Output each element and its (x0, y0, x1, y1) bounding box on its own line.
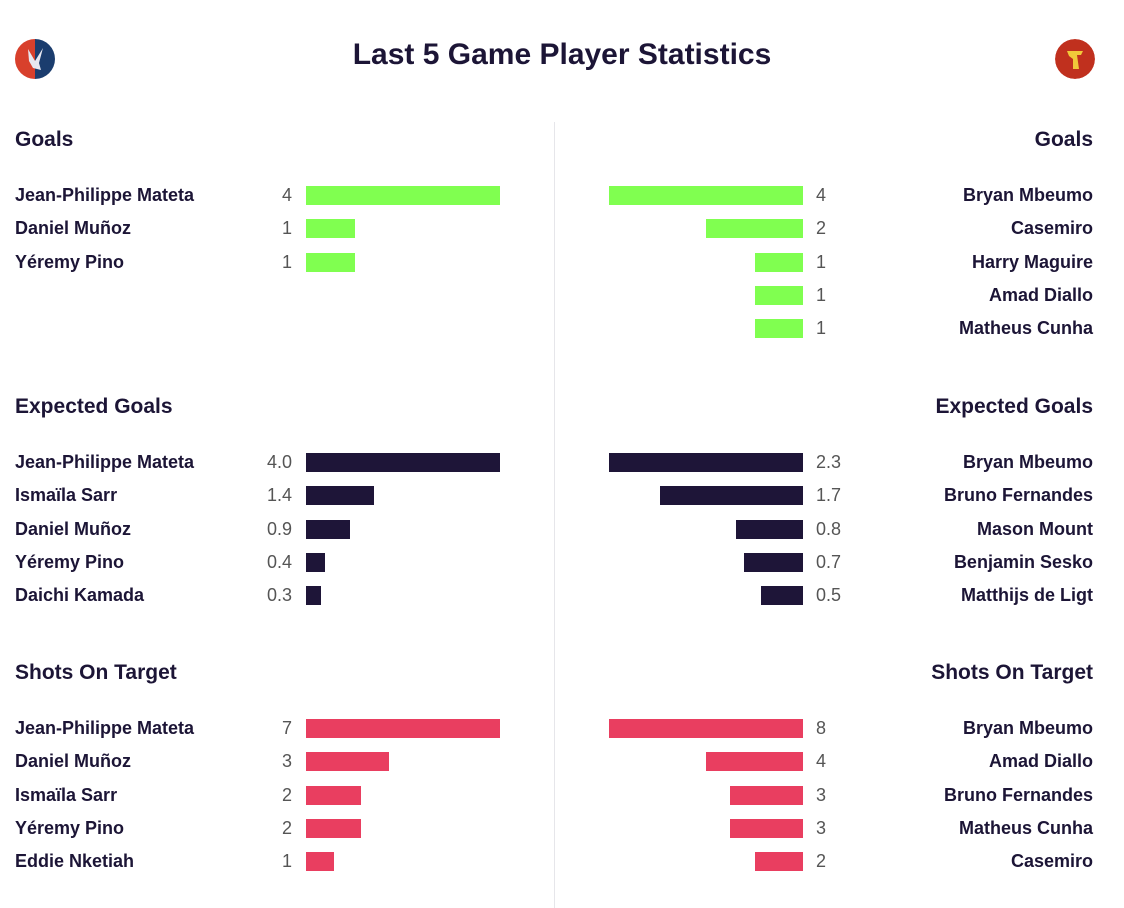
chart-title: Shots On Target (931, 661, 1093, 684)
bar (706, 219, 803, 239)
value-label: 4 (816, 751, 827, 772)
bar (609, 453, 803, 472)
value-label: 1.4 (266, 485, 292, 506)
bar (609, 186, 803, 205)
value-label: 8 (816, 718, 827, 738)
value-label: 2 (816, 218, 827, 239)
player-name: Bryan Mbeumo (962, 718, 1093, 738)
manchester-united-logo (1055, 39, 1095, 79)
bar (306, 752, 390, 772)
chart-title: Expected Goals (15, 395, 173, 418)
value-label: 0.8 (816, 518, 842, 539)
chart-title: Goals (15, 128, 74, 151)
player-name: Jean-Philippe Mateta (15, 718, 195, 738)
player-name: Yéremy Pino (15, 817, 125, 838)
bar (306, 818, 362, 838)
value-label: 2 (816, 851, 827, 872)
player-name: Jean-Philippe Mateta (15, 452, 195, 472)
bar (306, 219, 355, 239)
value-label: 2 (281, 817, 292, 838)
value-label: 0.3 (266, 585, 292, 606)
bar (306, 785, 362, 805)
player-name: Bryan Mbeumo (962, 185, 1093, 205)
bar (306, 252, 355, 272)
value-label: 3 (816, 817, 827, 838)
chart-title: Goals (1034, 128, 1093, 151)
player-name: Harry Maguire (971, 251, 1093, 272)
bar (754, 852, 803, 872)
bar (730, 785, 803, 805)
player-name: Casemiro (1010, 218, 1093, 239)
bar (730, 818, 803, 838)
player-name: Benjamin Sesko (953, 551, 1093, 572)
player-name: Matheus Cunha (958, 817, 1093, 838)
value-label: 3 (281, 751, 292, 772)
crystal-palace-logo (15, 39, 55, 79)
value-label: 3 (816, 784, 827, 805)
bar (735, 519, 803, 539)
player-name: Matthijs de Ligt (961, 585, 1093, 606)
bar (306, 486, 374, 506)
bar (306, 586, 321, 606)
bar (306, 186, 500, 205)
value-label: 2 (281, 784, 292, 805)
player-name: Bryan Mbeumo (962, 452, 1093, 472)
player-name: Yéremy Pino (15, 551, 125, 572)
player-name: Eddie Nketiah (15, 851, 135, 872)
bar (306, 719, 500, 738)
page-title: Last 5 Game Player Statistics (352, 38, 772, 71)
bar (743, 552, 803, 572)
player-name: Mason Mount (977, 518, 1093, 539)
player-name: Amad Diallo (988, 284, 1093, 305)
bar (306, 519, 350, 539)
value-label: 1.7 (816, 485, 842, 506)
bar (754, 252, 803, 272)
bar (659, 486, 803, 506)
value-label: 7 (281, 718, 292, 738)
value-label: 4.0 (266, 452, 292, 472)
divider (554, 122, 555, 908)
player-name: Amad Diallo (988, 751, 1093, 772)
value-label: 2.3 (816, 452, 842, 472)
bar (306, 852, 334, 872)
player-name: Daichi Kamada (15, 585, 145, 606)
bar (754, 319, 803, 339)
value-label: 1 (816, 318, 827, 339)
player-name: Daniel Muñoz (15, 751, 131, 772)
player-name: Ismaïla Sarr (15, 485, 118, 506)
player-name: Daniel Muñoz (15, 218, 131, 239)
bar (306, 552, 326, 572)
value-label: 0.4 (266, 551, 292, 572)
player-name: Casemiro (1010, 851, 1093, 872)
value-label: 4 (281, 185, 292, 205)
value-label: 1 (816, 251, 827, 272)
value-label: 4 (816, 185, 827, 205)
player-name: Bruno Fernandes (943, 485, 1093, 506)
player-name: Jean-Philippe Mateta (15, 185, 195, 205)
player-name: Matheus Cunha (958, 318, 1093, 339)
bar (306, 453, 500, 472)
bar (760, 586, 803, 606)
chart-title: Shots On Target (15, 661, 177, 684)
value-label: 0.5 (816, 585, 842, 606)
value-label: 0.9 (266, 518, 292, 539)
value-label: 1 (281, 251, 292, 272)
value-label: 1 (281, 851, 292, 872)
player-name: Bruno Fernandes (943, 784, 1093, 805)
bar (609, 719, 803, 738)
value-label: 0.7 (816, 551, 842, 572)
value-label: 1 (281, 218, 292, 239)
chart-title: Expected Goals (935, 395, 1093, 418)
player-name: Ismaïla Sarr (15, 784, 118, 805)
bar (754, 285, 803, 305)
value-label: 1 (816, 284, 827, 305)
bar (706, 752, 803, 772)
player-name: Daniel Muñoz (15, 518, 131, 539)
player-name: Yéremy Pino (15, 251, 125, 272)
